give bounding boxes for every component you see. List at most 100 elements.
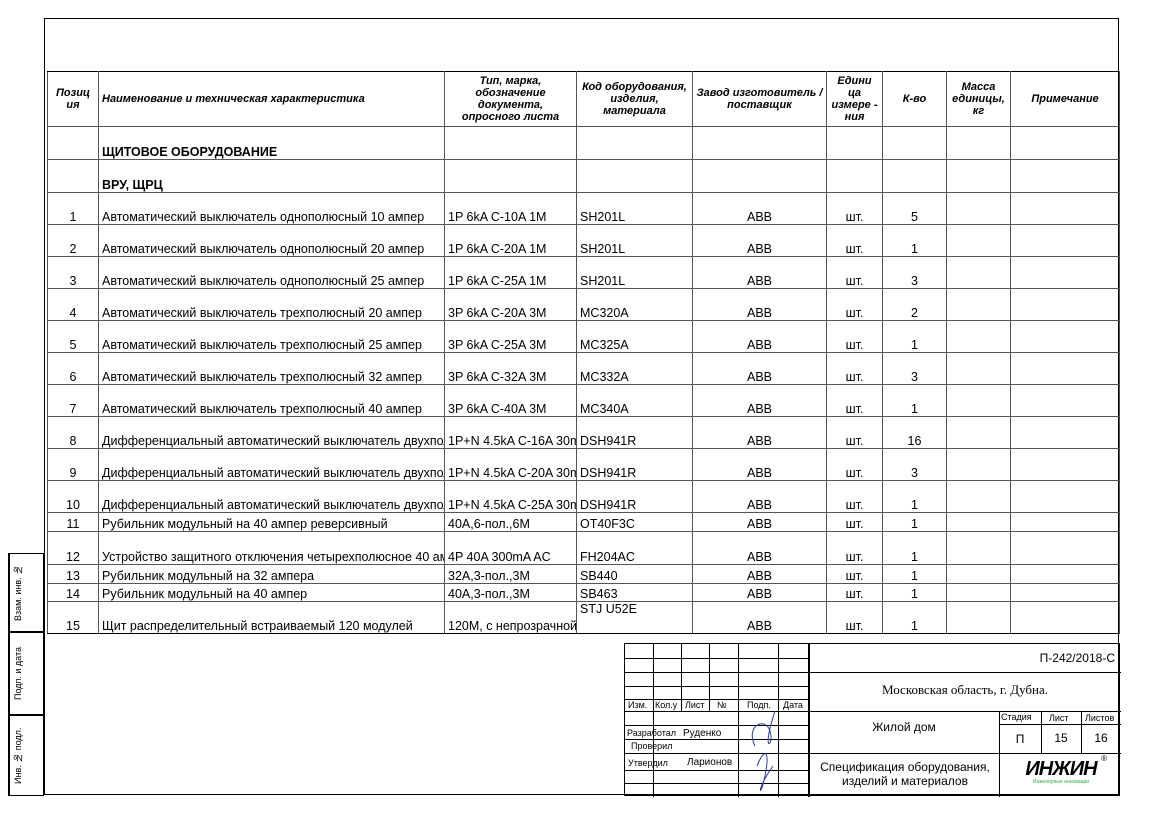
type-cell: 40A,3-пол.,3M	[444, 583, 577, 602]
mass-cell	[946, 352, 1011, 385]
location: Московская область, г. Дубна.	[881, 682, 1049, 697]
table-row: 7 Автоматический выключатель трехполюсный…	[47, 384, 1120, 417]
qty-cell: 2	[882, 288, 947, 321]
section-title: ЩИТОВОЕ ОБОРУДОВАНИЕ	[98, 126, 445, 160]
qty-cell: 1	[882, 480, 947, 513]
side-stamp-signature-date: Подп. и дата	[8, 632, 44, 715]
name-cell: Автоматический выключатель однополюсный …	[98, 224, 445, 257]
code-cell: DSH941R	[576, 480, 693, 513]
unit-cell: шт.	[826, 256, 883, 289]
section-title: ВРУ, ЩРЦ	[98, 159, 445, 193]
specification-table: Позиц ия Наименование и техническая хара…	[47, 71, 1120, 634]
maker-cell: ABB	[692, 512, 827, 532]
mass-cell	[946, 320, 1011, 353]
qty-cell: 1	[882, 512, 947, 532]
signature-icon	[751, 710, 776, 791]
title-block: Изм. Кол.у Лист № Подп. Дата Разработал …	[624, 643, 1121, 797]
section-row: ВРУ, ЩРЦ	[47, 159, 1120, 193]
type-cell: 3P 6kA C-40A 3M	[444, 384, 577, 417]
unit-cell: шт.	[826, 352, 883, 385]
developed-name: Руденко	[683, 728, 722, 739]
maker-cell: ABB	[692, 480, 827, 513]
unit-cell: шт.	[826, 224, 883, 257]
table-row: 11 Рубильник модульный на 40 ампер реверс…	[47, 512, 1120, 532]
name-cell: Автоматический выключатель однополюсный …	[98, 192, 445, 225]
type-cell: 3P 6kA C-32A 3M	[444, 352, 577, 385]
name-cell: Автоматический выключатель трехполюсный …	[98, 288, 445, 321]
stage-label: Стадия	[1001, 712, 1032, 722]
header-position: Позиц ия	[47, 71, 99, 127]
name-cell: Автоматический выключатель однополюсный …	[98, 256, 445, 289]
table-row: 2 Автоматический выключатель однополюсный…	[47, 224, 1120, 257]
type-cell: 1P+N 4.5kA C-16A 30mA AC	[444, 416, 577, 449]
code-cell: MC332A	[576, 352, 693, 385]
company-logo: ИНЖИН Инженерные инновации ®	[1021, 754, 1107, 785]
code-cell: OT40F3C	[576, 512, 693, 532]
name-cell: Рубильник модульный на 40 ампер	[98, 583, 445, 602]
sheet-value: 15	[1054, 731, 1068, 745]
type-cell: 1P 6kA C-20A 1M	[444, 224, 577, 257]
unit-cell: шт.	[826, 531, 883, 565]
type-cell: 4P 40A 300mA AC	[444, 531, 577, 565]
code-cell: MC320A	[576, 288, 693, 321]
unit-cell: шт.	[826, 448, 883, 481]
name-cell: Дифференциальный автоматический выключат…	[98, 448, 445, 481]
unit-cell: шт.	[826, 416, 883, 449]
position-cell: 14	[47, 583, 99, 602]
code-cell: MC325A	[576, 320, 693, 353]
maker-cell: ABB	[692, 352, 827, 385]
maker-cell: ABB	[692, 416, 827, 449]
unit-cell: шт.	[826, 583, 883, 602]
mass-cell	[946, 448, 1011, 481]
position-cell: 5	[47, 320, 99, 353]
qty-cell: 1	[882, 583, 947, 602]
type-cell: 1P+N 4.5kA C-20A 30mA AC	[444, 448, 577, 481]
qty-cell: 3	[882, 352, 947, 385]
name-cell: Рубильник модульный на 40 ампер реверсив…	[98, 512, 445, 532]
maker-cell: ABB	[692, 583, 827, 602]
position-cell: 7	[47, 384, 99, 417]
note-cell	[1010, 583, 1120, 602]
position-cell: 9	[47, 448, 99, 481]
position-cell: 8	[47, 416, 99, 449]
logo-subtitle: Инженерные инновации	[1032, 779, 1090, 785]
unit-cell: шт.	[826, 512, 883, 532]
type-cell: 1P 6kA C-25A 1M	[444, 256, 577, 289]
unit-cell: шт.	[826, 564, 883, 584]
type-cell: 3P 6kA C-20A 3M	[444, 288, 577, 321]
col-izm: Изм.	[628, 700, 648, 710]
header-unit: Едини ца измере - ния	[826, 71, 883, 127]
table-row: 6 Автоматический выключатель трехполюсный…	[47, 352, 1120, 385]
table-row: 3 Автоматический выключатель однополюсный…	[47, 256, 1120, 289]
type-cell: 1P+N 4.5kA C-25A 30mA AC	[444, 480, 577, 513]
mass-cell	[946, 384, 1011, 417]
name-cell: Автоматический выключатель трехполюсный …	[98, 384, 445, 417]
header-name: Наименование и техническая характеристик…	[98, 71, 445, 127]
col-num: №	[717, 700, 727, 710]
table-row: 9 Дифференциальный автоматический выключа…	[47, 448, 1120, 481]
unit-cell: шт.	[826, 480, 883, 513]
side-label: Инв. № подл.	[9, 716, 26, 795]
approved-name: Ларионов	[687, 757, 733, 768]
position-cell: 15	[47, 601, 99, 634]
header-note: Примечание	[1010, 71, 1120, 127]
type-cell: 1P 6kA C-10A 1M	[444, 192, 577, 225]
mass-cell	[946, 288, 1011, 321]
maker-cell: ABB	[692, 564, 827, 584]
header-qty: К-во	[882, 71, 947, 127]
note-cell	[1010, 531, 1120, 565]
position-cell: 10	[47, 480, 99, 513]
name-cell: Рубильник модульный на 32 ампера	[98, 564, 445, 584]
side-label: Взам. инв. №	[9, 554, 26, 631]
name-cell: Автоматический выключатель трехполюсный …	[98, 320, 445, 353]
table-row: 10 Дифференциальный автоматический выключ…	[47, 480, 1120, 513]
code-cell: FH204AC	[576, 531, 693, 565]
type-cell: 3P 6kA C-25A 3M	[444, 320, 577, 353]
mass-cell	[946, 256, 1011, 289]
code-cell: SH201L	[576, 192, 693, 225]
name-cell: Щит распределительный встраиваемый 120 м…	[98, 601, 445, 634]
header-maker: Завод изготовитель / поставщик	[692, 71, 827, 127]
note-cell	[1010, 288, 1120, 321]
qty-cell: 1	[882, 601, 947, 634]
code-cell: SB440	[576, 564, 693, 584]
